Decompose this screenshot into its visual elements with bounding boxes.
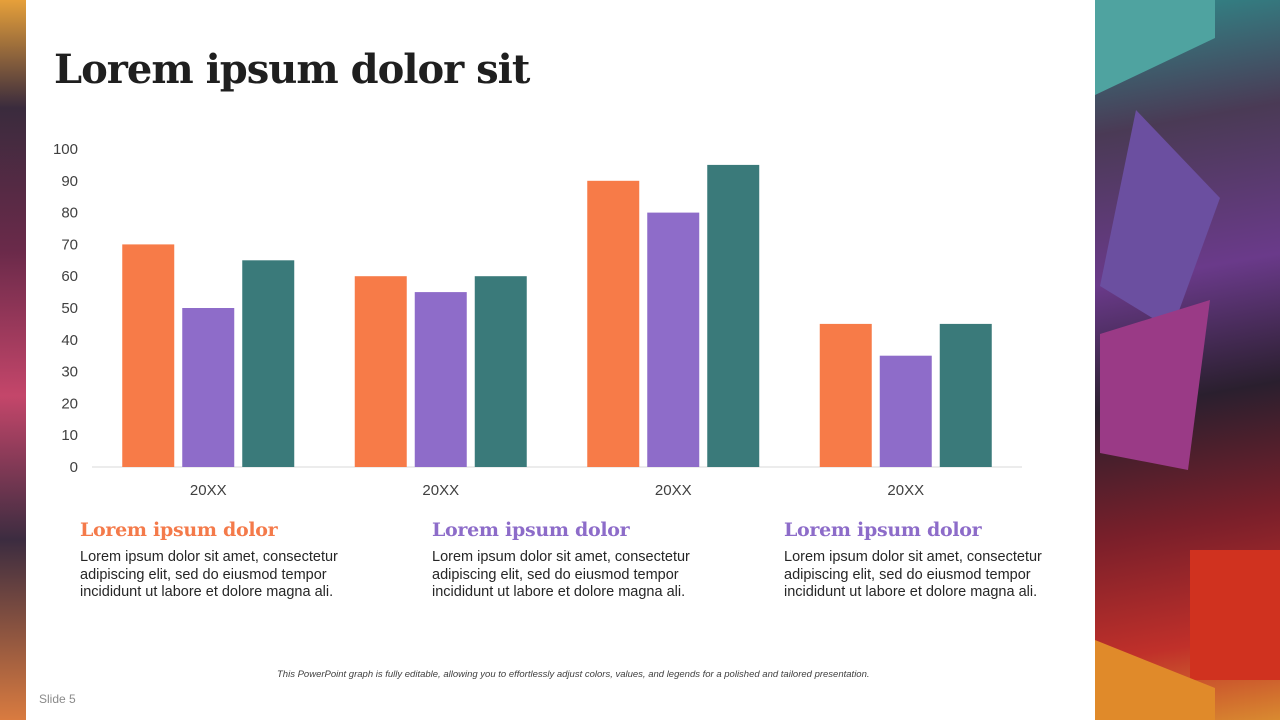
bar <box>707 164 760 467</box>
bar <box>354 276 407 467</box>
y-tick-label: 20 <box>61 395 78 412</box>
bar-chart: 0 10 20 30 40 50 60 70 80 90 100 20XX 20XX 20XX 20XX <box>53 141 1022 499</box>
column-body-2: Lorem ipsum dolor sit amet, consectetur … <box>432 549 690 600</box>
y-tick-label: 70 <box>61 236 78 253</box>
bar <box>819 323 872 467</box>
y-tick-label: 100 <box>53 141 78 158</box>
y-tick-label: 0 <box>70 459 78 476</box>
column-body-1: Lorem ipsum dolor sit amet, consectetur … <box>80 549 338 600</box>
y-tick-label: 30 <box>61 364 78 381</box>
bar <box>474 276 527 467</box>
column-heading-2: Lorem ipsum dolor <box>432 519 630 541</box>
bar <box>879 355 932 467</box>
slide-number: Slide 5 <box>39 692 76 706</box>
slide-title: Lorem ipsum dolor sit <box>54 46 530 93</box>
y-tick-label: 80 <box>61 205 78 222</box>
x-tick-label: 20XX <box>190 482 227 499</box>
x-tick-label: 20XX <box>422 482 459 499</box>
y-tick-label: 40 <box>61 332 78 349</box>
bar <box>122 244 175 467</box>
column-body-3: Lorem ipsum dolor sit amet, consectetur … <box>784 549 1042 600</box>
footnote: This PowerPoint graph is fully editable,… <box>277 669 870 680</box>
bar <box>414 292 467 467</box>
bar <box>647 212 700 467</box>
column-heading-1: Lorem ipsum dolor <box>80 519 278 541</box>
y-tick-label: 50 <box>61 300 78 317</box>
bar <box>939 323 992 467</box>
y-tick-label: 10 <box>61 427 78 444</box>
bar <box>182 308 235 467</box>
x-tick-label: 20XX <box>655 482 692 499</box>
column-heading-3: Lorem ipsum dolor <box>784 519 982 541</box>
x-tick-label: 20XX <box>887 482 924 499</box>
bar <box>587 180 640 468</box>
y-tick-label: 90 <box>61 173 78 190</box>
bar <box>242 260 295 467</box>
y-tick-label: 60 <box>61 268 78 285</box>
